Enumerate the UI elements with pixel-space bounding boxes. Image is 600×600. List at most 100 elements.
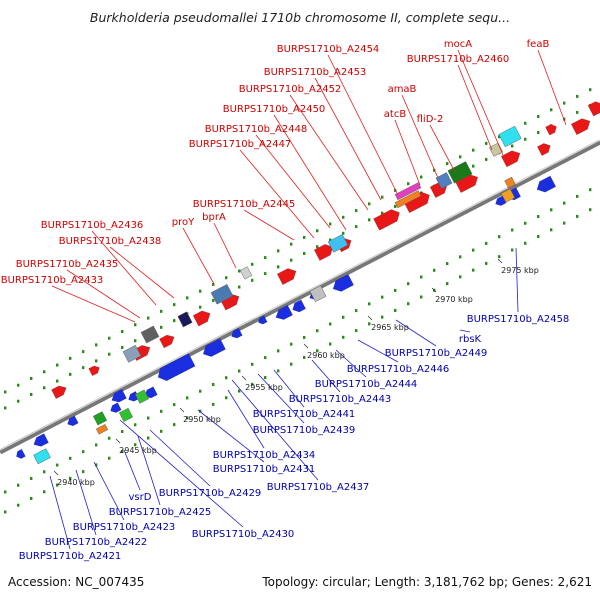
feature-shape bbox=[159, 335, 175, 348]
label-leader bbox=[91, 230, 157, 306]
kbp-tick-mark bbox=[431, 287, 437, 293]
tick-mark bbox=[381, 315, 384, 319]
tick-mark bbox=[30, 393, 33, 396]
forward-gene-label: atcB bbox=[384, 109, 407, 120]
tick-mark bbox=[368, 218, 371, 222]
feature-outline bbox=[313, 244, 334, 261]
tick-mark bbox=[225, 276, 228, 280]
rna-or-misc-feature bbox=[177, 311, 193, 328]
reverse-gene bbox=[67, 415, 79, 427]
feature-outline bbox=[332, 273, 355, 292]
label-leader bbox=[227, 389, 265, 449]
label-leader bbox=[457, 49, 504, 156]
reverse-gene-label: BURPS1710b_A2429 bbox=[159, 488, 262, 499]
tick-mark bbox=[355, 329, 358, 333]
label-leader bbox=[537, 49, 567, 126]
label-leader bbox=[255, 134, 331, 229]
forward-gene-label: BURPS1710b_A2450 bbox=[223, 104, 326, 115]
kbp-tick-mark bbox=[179, 407, 185, 413]
label-leader bbox=[182, 227, 215, 285]
tick-mark bbox=[524, 121, 527, 125]
tick-mark bbox=[95, 343, 98, 347]
reverse-gene-label: BURPS1710b_A2446 bbox=[347, 364, 450, 375]
feature-shape bbox=[33, 448, 51, 465]
forward-gene bbox=[51, 385, 67, 400]
feature-shape bbox=[277, 268, 296, 285]
feature-shape bbox=[67, 415, 79, 426]
tick-mark bbox=[459, 255, 462, 259]
tick-mark bbox=[121, 345, 124, 349]
tick-mark bbox=[420, 175, 423, 179]
tick-mark bbox=[524, 221, 527, 225]
rna-or-misc-feature bbox=[500, 188, 516, 203]
tick-mark bbox=[82, 366, 85, 370]
label-leader bbox=[395, 319, 437, 347]
tick-mark bbox=[69, 356, 72, 360]
reverse-gene-label: BURPS1710b_A2441 bbox=[253, 409, 356, 420]
reverse-gene bbox=[110, 402, 122, 413]
feature-outline bbox=[292, 299, 307, 313]
feature-shape bbox=[177, 311, 193, 328]
feature-shape bbox=[111, 389, 127, 403]
tick-mark bbox=[485, 141, 488, 145]
reverse-gene-label: rbsK bbox=[459, 334, 482, 345]
tick-mark bbox=[30, 477, 33, 480]
tick-mark bbox=[108, 436, 111, 440]
label-leader bbox=[123, 449, 141, 491]
reverse-gene-label: BURPS1710b_A2434 bbox=[213, 450, 316, 461]
feature-outline bbox=[51, 385, 67, 400]
reverse-gene-label: BURPS1710b_A2444 bbox=[315, 379, 418, 390]
label-leader bbox=[273, 114, 347, 231]
tick-mark bbox=[394, 204, 397, 208]
tick-mark bbox=[589, 188, 592, 192]
tick-mark bbox=[173, 303, 176, 307]
forward-gene-label: bprA bbox=[202, 212, 226, 223]
feature-shape bbox=[231, 328, 243, 339]
tick-mark bbox=[576, 94, 579, 98]
tick-mark bbox=[381, 295, 384, 299]
feature-shape bbox=[210, 284, 234, 305]
tick-mark bbox=[108, 456, 111, 460]
label-leader bbox=[459, 329, 471, 333]
forward-gene-label: amaB bbox=[388, 84, 417, 95]
rna-or-misc-feature bbox=[118, 407, 134, 422]
tick-mark bbox=[199, 409, 202, 413]
forward-gene bbox=[570, 118, 591, 136]
tick-mark bbox=[264, 376, 267, 380]
feature-outline bbox=[33, 433, 49, 447]
feature-shape bbox=[16, 449, 26, 459]
tick-mark bbox=[563, 221, 566, 225]
tick-mark bbox=[498, 235, 501, 239]
tick-mark bbox=[69, 456, 72, 460]
tick-mark bbox=[524, 241, 527, 245]
tick-mark bbox=[537, 115, 540, 119]
tick-mark bbox=[134, 423, 137, 427]
kbp-tick-label: 2950 kbp bbox=[183, 415, 221, 424]
reverse-gene-label: BURPS1710b_A2425 bbox=[109, 507, 212, 518]
reverse-gene bbox=[157, 353, 196, 382]
rna-or-misc-feature bbox=[140, 325, 160, 344]
tick-mark bbox=[43, 370, 46, 374]
tick-mark bbox=[498, 135, 501, 139]
kbp-tick-label: 2975 kbp bbox=[501, 266, 539, 275]
tick-mark bbox=[277, 249, 280, 253]
tick-mark bbox=[17, 483, 20, 487]
kbp-ticks-layer: 2940 kbp 2945 kbp 2950 kbp 2955 kbp 2960 kbp… bbox=[53, 258, 539, 487]
feature-shape bbox=[292, 299, 306, 313]
reverse-gene bbox=[231, 327, 243, 339]
tick-mark bbox=[355, 209, 358, 213]
feature-shape bbox=[118, 407, 134, 422]
tick-mark bbox=[147, 316, 150, 320]
feature-outline bbox=[111, 388, 127, 403]
reverse-gene-label: BURPS1710b_A2430 bbox=[192, 529, 295, 540]
tick-mark bbox=[550, 208, 553, 212]
reverse-gene-label: BURPS1710b_A2458 bbox=[467, 314, 570, 325]
kbp-tick-label: 2940 kbp bbox=[57, 478, 95, 487]
tick-mark bbox=[290, 258, 293, 262]
feature-shape bbox=[275, 305, 293, 320]
forward-gene-label: BURPS1710b_A2445 bbox=[193, 199, 296, 210]
features-layer bbox=[16, 101, 600, 465]
tick-mark bbox=[82, 350, 85, 354]
accession-text: Accession: NC_007435 bbox=[8, 575, 145, 589]
